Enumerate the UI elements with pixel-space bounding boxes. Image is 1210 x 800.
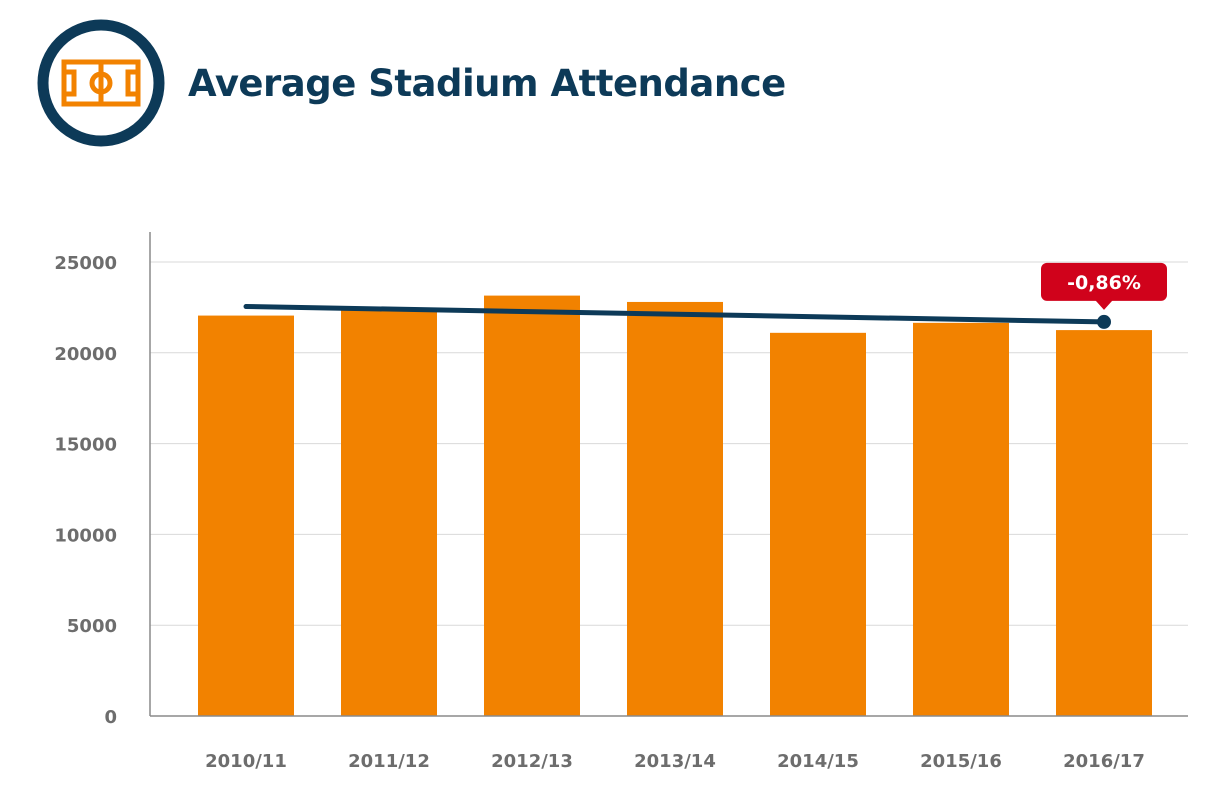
y-tick-label: 15000 [54,435,117,456]
x-tick-label: 2010/11 [205,751,287,772]
bar [1056,330,1152,716]
x-tick-label: 2015/16 [920,751,1002,772]
badge-label: -0,86% [1067,272,1141,294]
bar [770,332,866,716]
bar [627,301,723,716]
axis-layer [149,232,1188,717]
trend-end-marker [1097,314,1111,329]
label-layer: 0 5000 10000 15000 20000 25000 2010/11 2011/12 2… [54,253,1144,772]
y-tick-label: 0 [104,707,117,728]
x-tick-label: 2014/15 [777,751,859,772]
y-tick-label: 20000 [54,344,117,365]
football-pitch-icon [37,19,165,147]
chart-title: Average Stadium Attendance [188,61,786,105]
x-tick-label: 2011/12 [348,751,430,772]
trend-line [243,303,1107,325]
bar [913,322,1009,716]
change-badge: -0,86% [1041,262,1167,310]
x-tick-label: 2016/17 [1063,751,1145,772]
bar [484,295,580,716]
header: Average Stadium Attendance [36,18,786,148]
badge-box [1041,262,1167,301]
trend-layer: -0,86% [243,262,1167,329]
x-tick-label: 2013/14 [634,751,716,772]
x-tick-label: 2012/13 [491,751,573,772]
bar-layer [198,295,1152,716]
bar [198,315,294,716]
y-tick-label: 5000 [67,616,117,637]
y-tick-label: 10000 [54,525,117,546]
icon-ring [37,19,165,147]
icon-pitch [61,59,141,107]
badge-pointer [1095,299,1113,310]
bar [341,309,437,716]
y-tick-label: 25000 [54,253,117,274]
